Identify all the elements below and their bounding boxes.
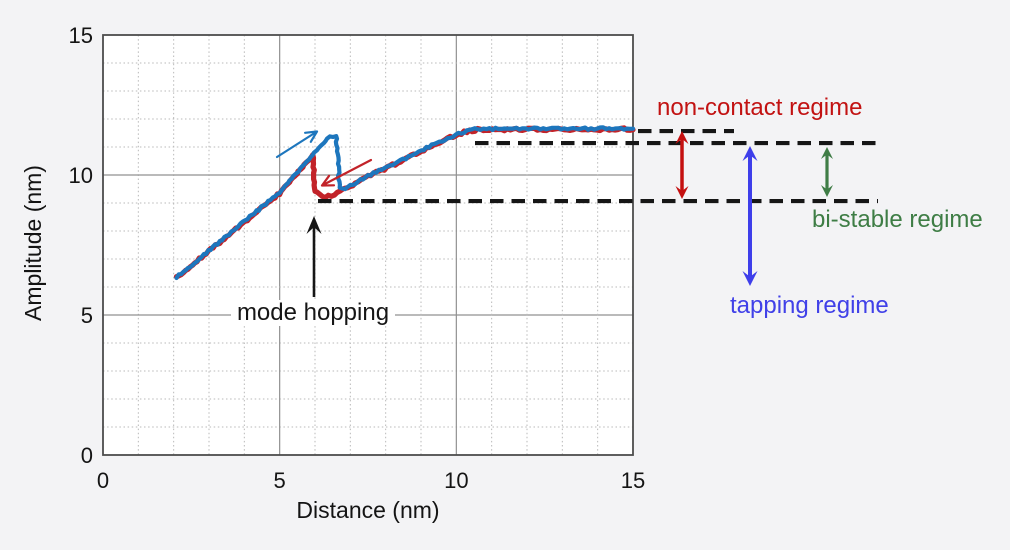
x-tick-label-10: 10 xyxy=(444,468,468,493)
plot-border-layer xyxy=(102,34,634,456)
y-tick-label-10: 10 xyxy=(69,163,93,188)
mode-hopping-label: mode hopping xyxy=(237,299,389,326)
plot-area xyxy=(103,35,633,455)
non-contact-span-arrow-head-bottom xyxy=(675,186,689,199)
bi-stable-span-arrow-head-top xyxy=(821,147,833,159)
bi-stable-span-arrow-head-bottom xyxy=(821,185,833,197)
y-tick-label-5: 5 xyxy=(81,303,93,328)
retract-direction-arrow xyxy=(320,158,373,187)
mode-hopping-arrow-head xyxy=(306,216,322,234)
plot-area-layer xyxy=(103,35,633,455)
curve-approach xyxy=(174,125,636,281)
y-tick-label-0: 0 xyxy=(81,443,93,468)
tapping-regime-label: tapping regime xyxy=(730,292,889,319)
y-tick-label-15: 15 xyxy=(69,23,93,48)
tapping-span-arrow-head-bottom xyxy=(742,271,758,286)
plot-border xyxy=(102,34,634,456)
y-axis-title: Amplitude (nm) xyxy=(20,165,46,321)
arrows-layer xyxy=(275,130,833,297)
x-tick-label-0: 0 xyxy=(97,468,109,493)
x-axis-title: Distance (nm) xyxy=(296,497,439,523)
tapping-span-arrow-head-top xyxy=(742,146,758,161)
x-tick-label-15: 15 xyxy=(621,468,645,493)
curves-layer xyxy=(173,125,636,281)
tick-labels-layer: 0 5 10 15 0 5 10 15 xyxy=(69,23,646,493)
non-contact-regime-label: non-contact regime xyxy=(657,94,862,121)
non-contact-span-arrow-head-top xyxy=(675,131,689,144)
approach-direction-arrow xyxy=(275,130,319,159)
mode-hopping-label-bg xyxy=(231,300,395,326)
bi-stable-regime-label: bi-stable regime xyxy=(812,206,983,233)
x-tick-label-5: 5 xyxy=(274,468,286,493)
